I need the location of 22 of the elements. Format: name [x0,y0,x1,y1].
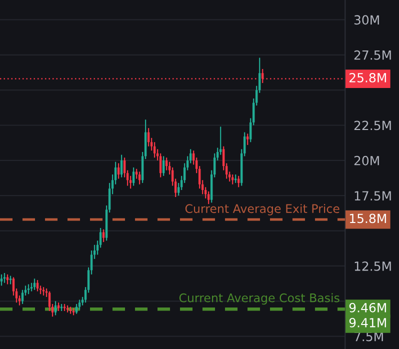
candlestick [132,166,135,186]
candlestick [27,284,30,295]
y-tick-label: 12.5M [354,261,391,271]
ref-line-label: 15.8M [350,214,386,224]
candlestick [6,274,9,285]
annotation: Current Average Exit Price [185,204,340,216]
candlestick [102,228,105,243]
y-tick-label: 27.5M [354,50,391,60]
y-tick-label: 20M [354,156,379,166]
y-tick-label: 22.5M [354,120,391,130]
ref-line-label: 25.8M [350,72,386,82]
candlestick [237,175,240,188]
candlestick [246,133,249,146]
candlestick [3,272,6,284]
legend-label: 9.41M [349,318,386,328]
y-tick-label: 17.5M [354,191,391,201]
candlestick [78,299,81,310]
candlestick [0,274,3,286]
annotation: Current Average Cost Basis [179,293,340,305]
ref-line-label: 9.46M [349,302,386,312]
candlestick [207,190,210,205]
y-tick-label: 30M [354,15,379,25]
